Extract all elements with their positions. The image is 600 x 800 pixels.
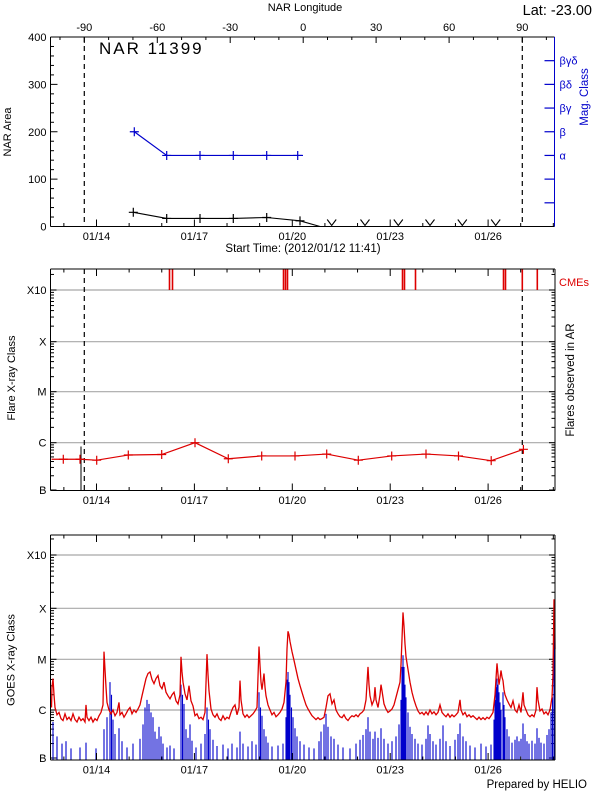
start-time-label-1: Start Time: (2012/01/12 11:41) (225, 243, 381, 255)
mag-class-axis-title: Mag. Class (579, 68, 591, 126)
goes-panel: B C M X X10 01/14 01/17 01/20 01/23 01/26 (27, 534, 556, 777)
flare-class-marker (58, 454, 68, 464)
zero-area-arrow (360, 219, 370, 227)
flare-class-marker (157, 450, 167, 460)
flares-observed-label: Flares observed in AR (565, 323, 577, 437)
cmes-label: CMEs (559, 277, 589, 289)
x-tick-label: 01/14 (83, 495, 111, 507)
flare-class-marker (353, 455, 363, 465)
flare-class-marker (322, 449, 332, 459)
zero-area-arrow (425, 219, 435, 227)
longitude-tick-label: -60 (149, 22, 165, 34)
longitude-tick-label: 90 (516, 22, 528, 34)
nar-area-marker (228, 213, 238, 223)
x-tick-label: 01/23 (376, 495, 404, 507)
zero-area-arrow (490, 219, 501, 227)
x-tick-label: 01/17 (181, 765, 209, 777)
goes-axis-title: GOES X-ray Class (5, 614, 18, 706)
mag-class-series (133, 131, 303, 157)
nar-area-axis-title: NAR Area (2, 107, 14, 157)
mag-class-tick-label: βγδ (560, 56, 578, 68)
nar-area-marker (295, 216, 305, 226)
goes-long-series (50, 599, 556, 725)
y-tick-label: B (39, 753, 46, 765)
nar-area-marker (262, 212, 272, 222)
x-tick-label: 01/20 (279, 765, 307, 777)
nar-area-marker (162, 213, 172, 223)
flare-class-panel: B C M X X10 01/14 01/17 01/20 01/23 01/26 (27, 268, 556, 507)
flare-class-marker (518, 444, 528, 454)
latitude-label: Lat: -23.00 (522, 3, 592, 19)
flare-class-marker (290, 451, 300, 461)
flare-class-marker (257, 451, 267, 461)
mag-class-marker (162, 150, 172, 160)
flare-class-axis-title: Flare X-ray Class (6, 335, 18, 421)
y-tick-label: M (37, 387, 46, 399)
flare-class-marker (75, 454, 85, 464)
flare-class-marker (223, 454, 233, 464)
x-tick-label: 01/20 (279, 495, 307, 507)
longitude-tick-label: 0 (300, 22, 306, 34)
y-tick-label: 200 (28, 127, 46, 139)
x-tick-label: 01/14 (83, 231, 111, 243)
zero-area-arrow (393, 219, 404, 227)
x-tick-label: 01/23 (376, 231, 404, 243)
flare-class-marker (486, 456, 496, 466)
credit-label: Prepared by HELIO (486, 779, 587, 791)
nar-area-marker (195, 213, 205, 223)
mag-class-marker (262, 150, 272, 160)
y-tick-label: C (39, 438, 47, 450)
y-tick-label: 300 (28, 79, 46, 91)
longitude-tick-label: -30 (222, 22, 238, 34)
y-tick-label: 400 (28, 32, 46, 44)
x-tick-label: 01/26 (474, 495, 502, 507)
y-tick-label: 0 (40, 222, 46, 234)
x-tick-label: 01/14 (83, 765, 111, 777)
flare-class-marker (454, 451, 463, 461)
y-tick-label: M (37, 654, 46, 666)
nar-area-marker (128, 207, 138, 217)
flare-class-series (51, 442, 524, 462)
x-tick-label: 01/26 (474, 231, 502, 243)
y-tick-label: X (39, 337, 47, 349)
x-tick-label: 01/23 (376, 765, 404, 777)
x-tick-label: 01/17 (181, 231, 209, 243)
y-tick-label: X10 (27, 285, 47, 297)
y-tick-label: X10 (27, 550, 47, 562)
mag-class-tick-label: βδ (560, 79, 572, 91)
y-tick-label: X (39, 603, 47, 615)
flare-class-marker (92, 455, 102, 465)
mag-class-marker (228, 150, 238, 160)
longitude-tick-label: 30 (370, 22, 382, 34)
flare-class-marker (190, 438, 200, 448)
longitude-tick-label: 60 (443, 22, 455, 34)
flare-class-marker (387, 451, 397, 461)
flare-class-marker (421, 449, 431, 459)
mag-class-tick-label: β (560, 127, 566, 139)
x-tick-label: 01/17 (181, 495, 209, 507)
longitude-tick-label: -90 (76, 22, 92, 34)
flare-class-marker (123, 450, 133, 460)
y-tick-label: C (39, 705, 47, 717)
x-tick-label: 01/20 (279, 231, 307, 243)
zero-area-arrow (457, 219, 468, 227)
x-tick-label: 01/26 (474, 765, 502, 777)
mag-class-tick-label: α (560, 150, 567, 162)
y-tick-label: 100 (28, 174, 46, 186)
zero-area-arrow (326, 219, 337, 227)
mag-class-tick-label: βγ (560, 103, 572, 115)
mag-class-marker (195, 150, 205, 160)
chart-title: NAR 11399 (99, 39, 204, 58)
mag-class-marker (129, 127, 139, 137)
longitude-axis-title: NAR Longitude (267, 2, 343, 14)
mag-class-marker (293, 150, 303, 160)
y-tick-label: B (39, 485, 46, 497)
